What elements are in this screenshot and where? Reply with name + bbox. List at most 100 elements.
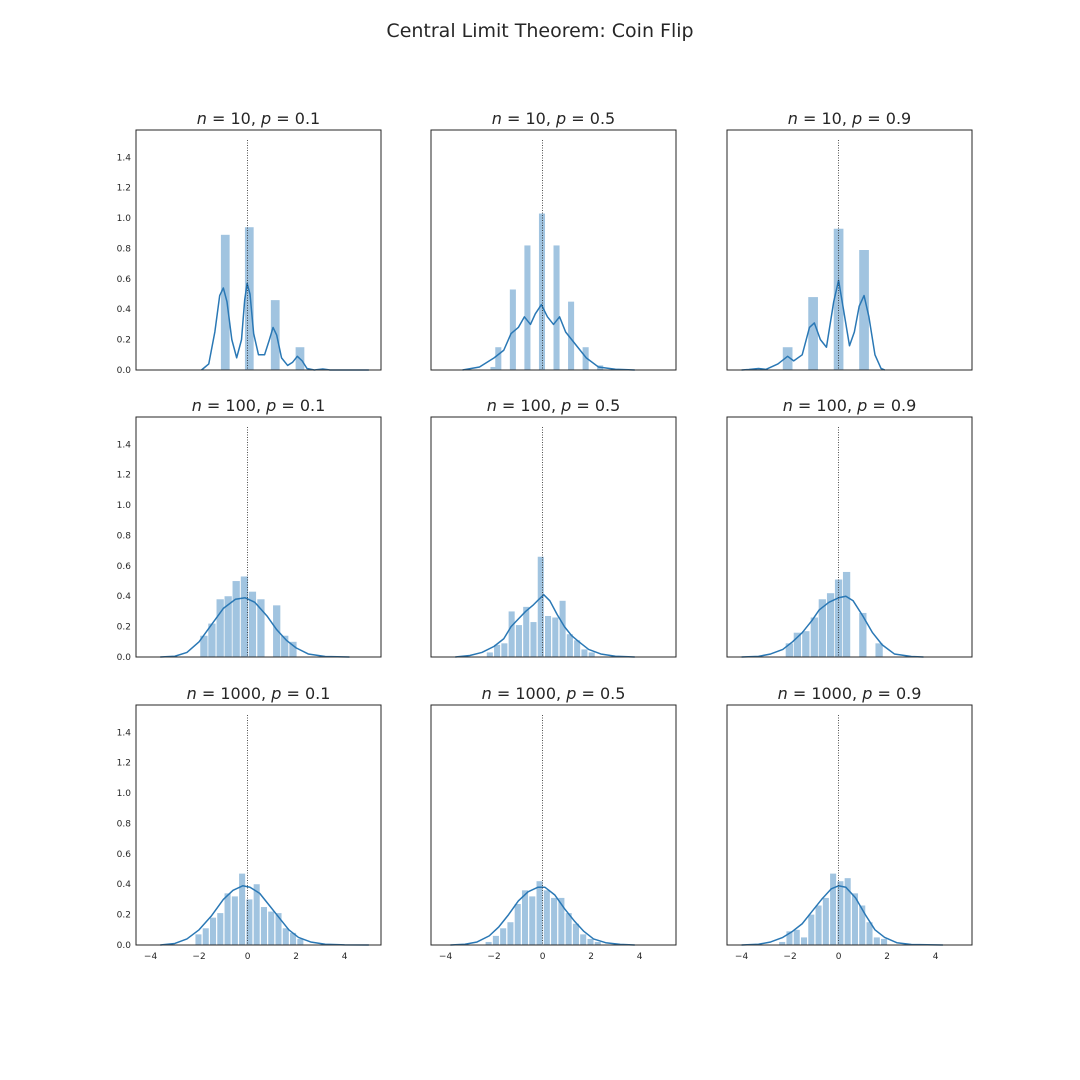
histogram-bar (559, 600, 566, 657)
subplot-title-part: = 0.9 (862, 109, 911, 128)
x-tick-label: −4 (439, 952, 453, 962)
subplot: n = 1000, p = 0.5 −4 −2 0 2 4 (430, 684, 677, 962)
y-tick-label: 0.2 (117, 911, 131, 921)
kde-curve (160, 597, 350, 658)
subplot: n = 100, p = 0.1 0.0 0.2 0.4 0.6 0.8 1.0 1.2 1.4 (117, 396, 382, 663)
histogram-bar (786, 931, 793, 945)
subplot-title-part: p (560, 396, 571, 415)
x-tick-label: 0 (245, 952, 251, 962)
subplot-title-part: = 0.5 (571, 396, 620, 415)
axes-frame (135, 129, 382, 371)
y-tick-label: 1.2 (117, 759, 131, 769)
histogram-bar (833, 228, 844, 370)
histogram-bar (808, 297, 818, 370)
histogram-bar (290, 932, 297, 945)
kde-curve (741, 279, 885, 371)
subplot-title-part: = 100, (202, 396, 266, 415)
histogram-bar (572, 923, 579, 945)
histogram-bar (842, 571, 851, 657)
x-tick-label: 4 (342, 952, 348, 962)
y-tick-label: 1.4 (117, 440, 132, 450)
subplot: n = 100, p = 0.5 (430, 396, 677, 658)
subplot-title-part: n (187, 684, 197, 703)
histogram-bar (195, 934, 202, 945)
histogram-bar (270, 300, 280, 370)
axes-frame (726, 129, 973, 371)
histogram-bar (492, 935, 499, 945)
histogram-bar (202, 928, 209, 945)
subplot-title-part: n (783, 396, 793, 415)
histogram-bar (268, 911, 275, 945)
histogram-bar (881, 938, 888, 945)
subplot-title-part: = 1000, (492, 684, 566, 703)
histogram-bar (507, 922, 514, 945)
histogram-bar (818, 599, 826, 657)
subplot: n = 10, p = 0.1 0.0 0.2 0.4 0.6 0.8 1.0 1.2 1.4 (117, 109, 382, 376)
y-tick-label: 1.4 (117, 728, 132, 738)
x-tick-label: 2 (293, 952, 299, 962)
subplot-title-part: p (856, 396, 867, 415)
x-tick-label: −2 (487, 952, 500, 962)
y-tick-label: 0.0 (117, 366, 132, 376)
histogram-bar (582, 347, 589, 370)
subplot-title-part: n (197, 109, 207, 128)
y-tick-label: 1.0 (117, 214, 132, 224)
subplot-title: n = 100, p = 0.5 (487, 396, 621, 415)
histogram-bar (530, 622, 537, 657)
y-tick-label: 0.4 (117, 880, 132, 890)
histogram-bar (810, 617, 818, 657)
x-tick-label: 2 (884, 952, 890, 962)
histogram-bar (244, 227, 254, 370)
histogram-bar (866, 922, 873, 945)
histogram-bar (509, 289, 516, 370)
subplot-title: n = 1000, p = 0.1 (187, 684, 331, 703)
subplot-title-part: = 0.1 (276, 396, 325, 415)
y-tick-label: 0.6 (117, 562, 132, 572)
subplot-title-part: p (555, 109, 566, 128)
x-tick-label: 0 (540, 952, 546, 962)
histogram-bar (246, 899, 253, 945)
y-tick-label: 0.0 (117, 653, 132, 663)
y-tick-label: 1.4 (117, 153, 132, 163)
subplot-title-part: = 10, (798, 109, 852, 128)
subplot-title-part: n (788, 109, 798, 128)
axes-frame (430, 129, 677, 371)
histogram-bar (239, 873, 246, 945)
axes-frame (726, 704, 973, 946)
y-tick-label: 0.6 (117, 850, 132, 860)
histogram-bar (538, 213, 546, 370)
x-tick-label: −4 (144, 952, 158, 962)
histogram-bar (568, 301, 575, 370)
histogram-bar (785, 643, 793, 657)
y-tick-label: 1.2 (117, 471, 131, 481)
histogram-bar (248, 591, 257, 657)
histogram-bar (536, 881, 543, 945)
histogram-bar (260, 907, 267, 945)
histogram-bar (289, 641, 297, 657)
subplot-title: n = 100, p = 0.9 (783, 396, 917, 415)
histogram-bar (490, 366, 497, 370)
y-tick-label: 0.6 (117, 275, 132, 285)
histogram-bar (822, 897, 829, 945)
histogram-bar (859, 250, 869, 370)
histogram-bar (826, 593, 835, 657)
subplot-title: n = 10, p = 0.9 (788, 109, 911, 128)
subplot-title-part: p (260, 109, 271, 128)
subplot-title-part: n (482, 684, 492, 703)
y-tick-label: 0.4 (117, 305, 132, 315)
histogram-bar (875, 643, 883, 657)
histogram-bar (587, 938, 594, 945)
subplot-title-part: = 0.9 (867, 396, 916, 415)
subplot: n = 10, p = 0.5 (430, 109, 677, 371)
y-tick-label: 1.0 (117, 789, 132, 799)
histogram-bar (834, 579, 843, 657)
axes-frame (726, 416, 973, 658)
histogram-bar (873, 937, 880, 945)
kde-curve (462, 303, 635, 371)
subplot-title-part: = 10, (207, 109, 261, 128)
kde-curve (450, 886, 635, 946)
histogram-bar (253, 884, 260, 945)
histogram-bar (515, 625, 522, 657)
subplot-grid: n = 10, p = 0.10.00.20.40.60.81.01.21.4n… (117, 109, 973, 962)
histogram-bar (500, 928, 507, 945)
